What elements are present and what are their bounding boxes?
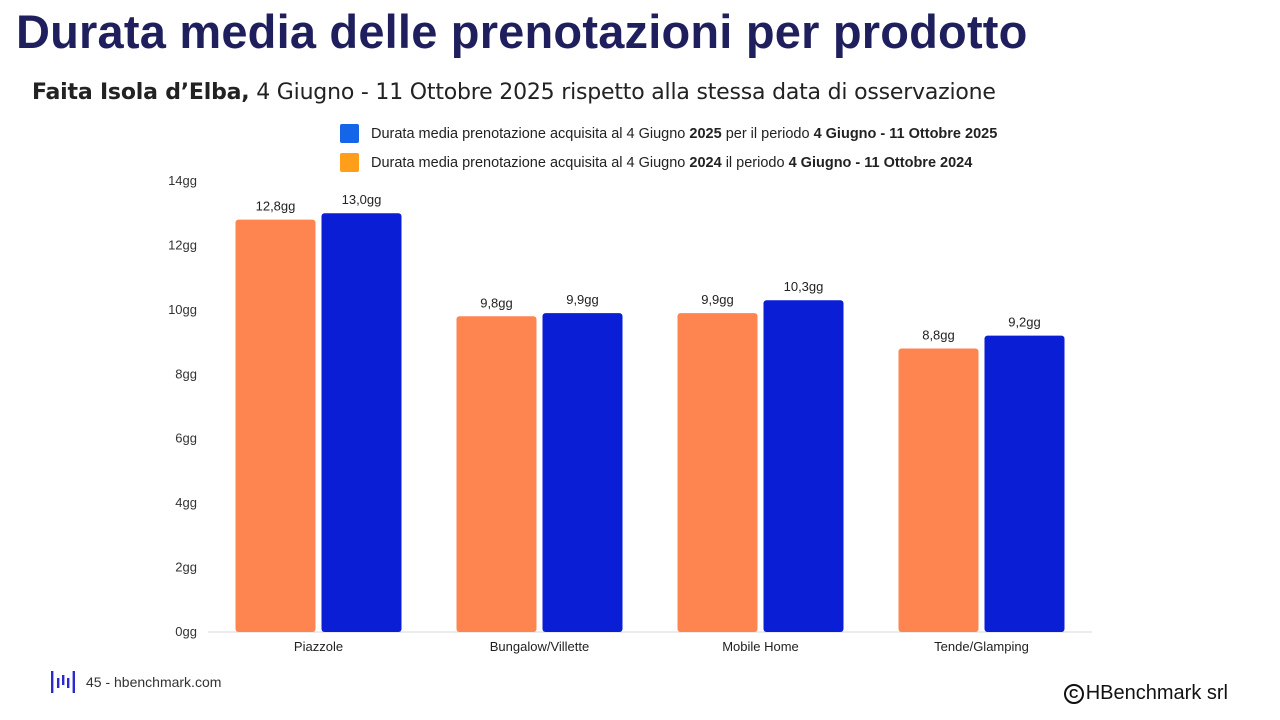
copyright-text: HBenchmark srl	[1085, 682, 1228, 704]
y-tick-label: 8gg	[175, 366, 197, 381]
y-tick-label: 0gg	[175, 624, 197, 639]
bar-value-label: 9,2gg	[1008, 315, 1041, 330]
subtitle-location: Faita Isola d’Elba,	[32, 80, 250, 105]
bar-value-label: 8,8gg	[922, 328, 955, 343]
bar-2024	[456, 316, 537, 632]
y-tick-label: 12gg	[168, 237, 197, 252]
bar-value-label: 13,0gg	[342, 192, 382, 207]
bar-2025	[763, 300, 844, 632]
bar-value-label: 9,8gg	[480, 295, 513, 310]
footer-text: 45 - hbenchmark.com	[86, 674, 222, 690]
y-tick-label: 14gg	[168, 173, 197, 188]
x-category-label: Piazzole	[294, 639, 343, 654]
legend-period: 4 Giugno - 11 Ottobre 2024	[788, 154, 973, 171]
bar-value-label: 9,9gg	[566, 292, 599, 307]
subtitle: Faita Isola d’Elba, 4 Giugno - 11 Ottobr…	[32, 80, 996, 105]
footer: 45 - hbenchmark.com	[50, 669, 221, 695]
bar-2025	[542, 313, 623, 632]
copyright: C HBenchmark srl	[1063, 682, 1228, 705]
legend-text-part: Durata media prenotazione acquisita al 4…	[371, 154, 690, 171]
y-tick-label: 4gg	[175, 495, 197, 510]
legend-text-part: per il periodo	[721, 125, 814, 142]
legend-text-part: il periodo	[721, 154, 789, 171]
legend-period: 4 Giugno - 11 Ottobre 2025	[813, 125, 998, 142]
legend-item-2025: Durata media prenotazione acquisita al 4…	[340, 119, 997, 148]
bar-value-label: 10,3gg	[784, 279, 824, 294]
legend-year: 2025	[689, 125, 722, 142]
page-title: Durata media delle prenotazioni per prod…	[16, 5, 1028, 58]
copyright-icon: C	[1063, 683, 1084, 704]
subtitle-period: 4 Giugno - 11 Ottobre 2025 rispetto alla…	[249, 80, 996, 105]
chart-legend: Durata media prenotazione acquisita al 4…	[340, 119, 997, 177]
y-tick-label: 2gg	[175, 560, 197, 575]
y-tick-label: 10gg	[168, 302, 197, 317]
y-tick-label: 6gg	[175, 431, 197, 446]
bar-2025	[984, 335, 1065, 632]
x-category-label: Tende/Glamping	[934, 639, 1029, 654]
bar-2024	[898, 348, 979, 632]
x-category-label: Mobile Home	[722, 639, 799, 654]
bar-value-label: 12,8gg	[256, 199, 296, 214]
legend-year: 2024	[689, 154, 722, 171]
legend-swatch-2025	[340, 124, 359, 143]
legend-item-2024: Durata media prenotazione acquisita al 4…	[340, 148, 997, 177]
legend-label-2024: Durata media prenotazione acquisita al 4…	[371, 155, 972, 171]
bar-value-label: 9,9gg	[701, 292, 734, 307]
legend-swatch-2024	[340, 153, 359, 172]
bar-2024	[235, 219, 316, 632]
bar-2025	[321, 213, 402, 632]
legend-label-2025: Durata media prenotazione acquisita al 4…	[371, 126, 997, 142]
hbenchmark-logo-icon	[51, 671, 75, 693]
x-category-label: Bungalow/Villette	[490, 639, 590, 654]
legend-text-part: Durata media prenotazione acquisita al 4…	[371, 125, 690, 142]
bar-2024	[677, 313, 758, 632]
